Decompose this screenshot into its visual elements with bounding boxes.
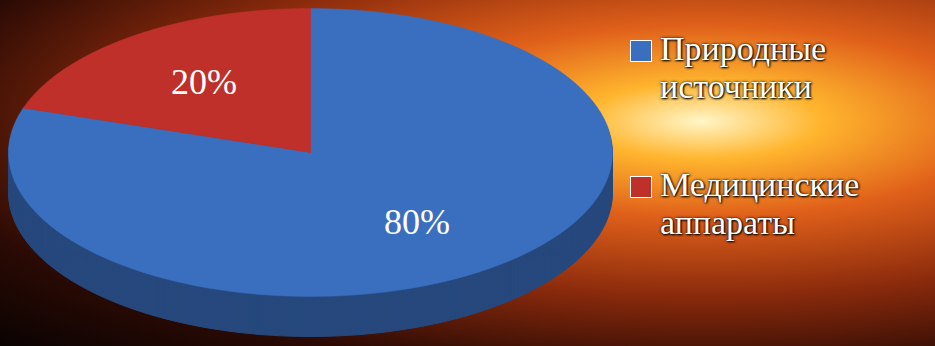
svg-text:80%: 80% [384, 202, 450, 242]
html-text:Природные источники: Природные источники [660, 30, 827, 105]
svg-text:20%: 20% [171, 62, 237, 102]
html-text:Медицинские аппараты: Медицинские аппараты [660, 166, 860, 241]
